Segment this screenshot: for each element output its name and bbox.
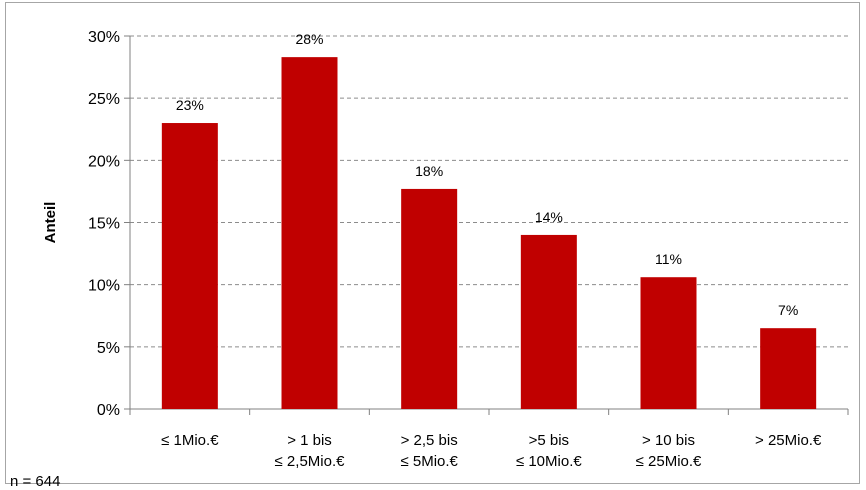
data-label: 7% [778,302,798,318]
y-tick-label: 15% [88,216,120,233]
data-label: 11% [655,251,682,267]
x-tick-label: ≤ 10Mio.€ [516,453,582,470]
x-tick-label: ≤ 1Mio.€ [161,432,219,449]
data-label: 28% [295,31,323,47]
bar [401,188,458,409]
y-tick-label: 20% [88,153,120,170]
y-tick-label: 10% [88,278,120,295]
data-label: 23% [176,97,204,113]
y-axis-title: Anteil [42,202,59,244]
bar [161,123,218,410]
data-label: 14% [535,209,563,225]
bar [640,277,697,409]
data-label: 18% [415,163,443,179]
x-tick-label: > 25Mio.€ [755,432,822,449]
x-tick-label: ≤ 5Mio.€ [400,453,458,470]
x-tick-label: ≤ 25Mio.€ [636,453,702,470]
y-tick-label: 5% [97,340,120,357]
y-tick-label: 30% [88,29,120,46]
bar [520,234,577,409]
x-tick-label: >5 bis [529,432,569,449]
x-tick-label: ≤ 2,5Mio.€ [275,453,346,470]
x-tick-label: > 1 bis [287,432,332,449]
y-tick-label: 25% [88,91,120,108]
x-tick-label: > 2,5 bis [401,432,458,449]
y-tick-label: 0% [97,402,120,419]
bar [281,57,338,410]
sample-size-note: n = 644 [10,473,61,490]
bar [760,328,817,409]
x-tick-label: > 10 bis [642,432,695,449]
chart-frame [5,2,860,484]
